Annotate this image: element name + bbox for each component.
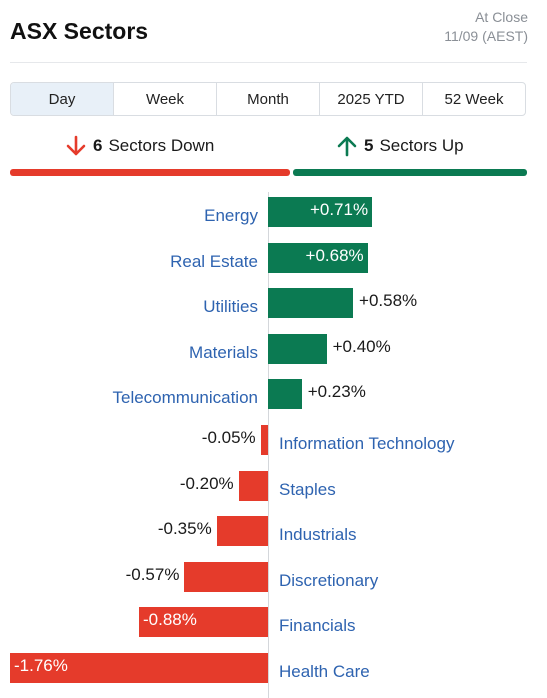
tab-week[interactable]: Week [113,83,216,115]
period-tabs: Day Week Month 2025 YTD 52 Week [10,82,526,116]
sector-label-discretionary[interactable]: Discretionary [279,570,379,590]
bar-energy[interactable] [268,197,373,227]
tab-52-week[interactable]: 52 Week [422,83,525,115]
close-date: 11/09 (AEST) [444,28,528,44]
divider [10,62,527,63]
sector-label-telecommunication[interactable]: Telecommunication [112,388,258,408]
bar-health-care[interactable] [10,653,268,683]
sectors-up-ratio-bar [293,169,527,176]
bar-information-technology[interactable] [260,425,268,455]
sectors-down-summary: 6 Sectors Down [65,134,214,158]
bar-staples[interactable] [238,470,268,501]
tab-day[interactable]: Day [11,83,113,115]
sectors-down-label: Sectors Down [108,136,215,155]
bar-telecommunication[interactable] [268,379,302,410]
value-label-telecommunication: +0.23% [307,382,366,402]
bar-industrials[interactable] [216,516,268,547]
zero-axis [268,192,269,698]
value-label-financials: -0.88% [143,610,197,630]
sector-label-industrials[interactable]: Industrials [279,525,357,545]
tab-ytd[interactable]: 2025 YTD [319,83,422,115]
page-title: ASX Sectors [10,18,149,44]
sectors-up-count: 5 [364,136,374,155]
sectors-down-count: 6 [93,136,103,155]
arrow-up-icon [337,136,357,157]
sector-label-utilities[interactable]: Utilities [203,297,258,317]
bar-financials[interactable] [139,607,268,638]
value-label-real-estate: +0.68% [305,245,364,265]
value-label-energy: +0.71% [309,200,369,219]
sector-label-energy[interactable]: Energy [204,206,258,225]
sector-label-health-care[interactable]: Health Care [279,662,370,681]
market-status: At Close 11/09 (AEST) [444,8,528,46]
sector-label-materials[interactable]: Materials [189,342,258,362]
sectors-down-ratio-bar [10,169,290,176]
sector-label-staples[interactable]: Staples [279,479,336,499]
value-label-information-technology: -0.05% [201,428,256,447]
value-label-staples: -0.20% [179,473,234,493]
bar-real-estate[interactable] [268,242,368,273]
sector-label-information-technology[interactable]: Information Technology [279,434,455,453]
bar-materials[interactable] [268,333,327,364]
bar-discretionary[interactable] [184,561,268,592]
value-label-health-care: -1.76% [14,656,68,675]
value-label-discretionary: -0.57% [125,564,180,584]
arrow-down-icon [66,135,86,156]
value-label-utilities: +0.58% [359,291,418,311]
value-label-materials: +0.40% [332,336,391,356]
bar-utilities[interactable] [268,288,354,319]
tab-month[interactable]: Month [216,83,319,115]
sectors-up-label: Sectors Up [379,136,464,155]
sector-label-real-estate[interactable]: Real Estate [170,251,258,271]
sectors-up-summary: 5 Sectors Up [336,134,464,158]
close-status: At Close [475,9,528,25]
sector-label-financials[interactable]: Financials [279,616,356,636]
value-label-industrials: -0.35% [157,519,212,539]
